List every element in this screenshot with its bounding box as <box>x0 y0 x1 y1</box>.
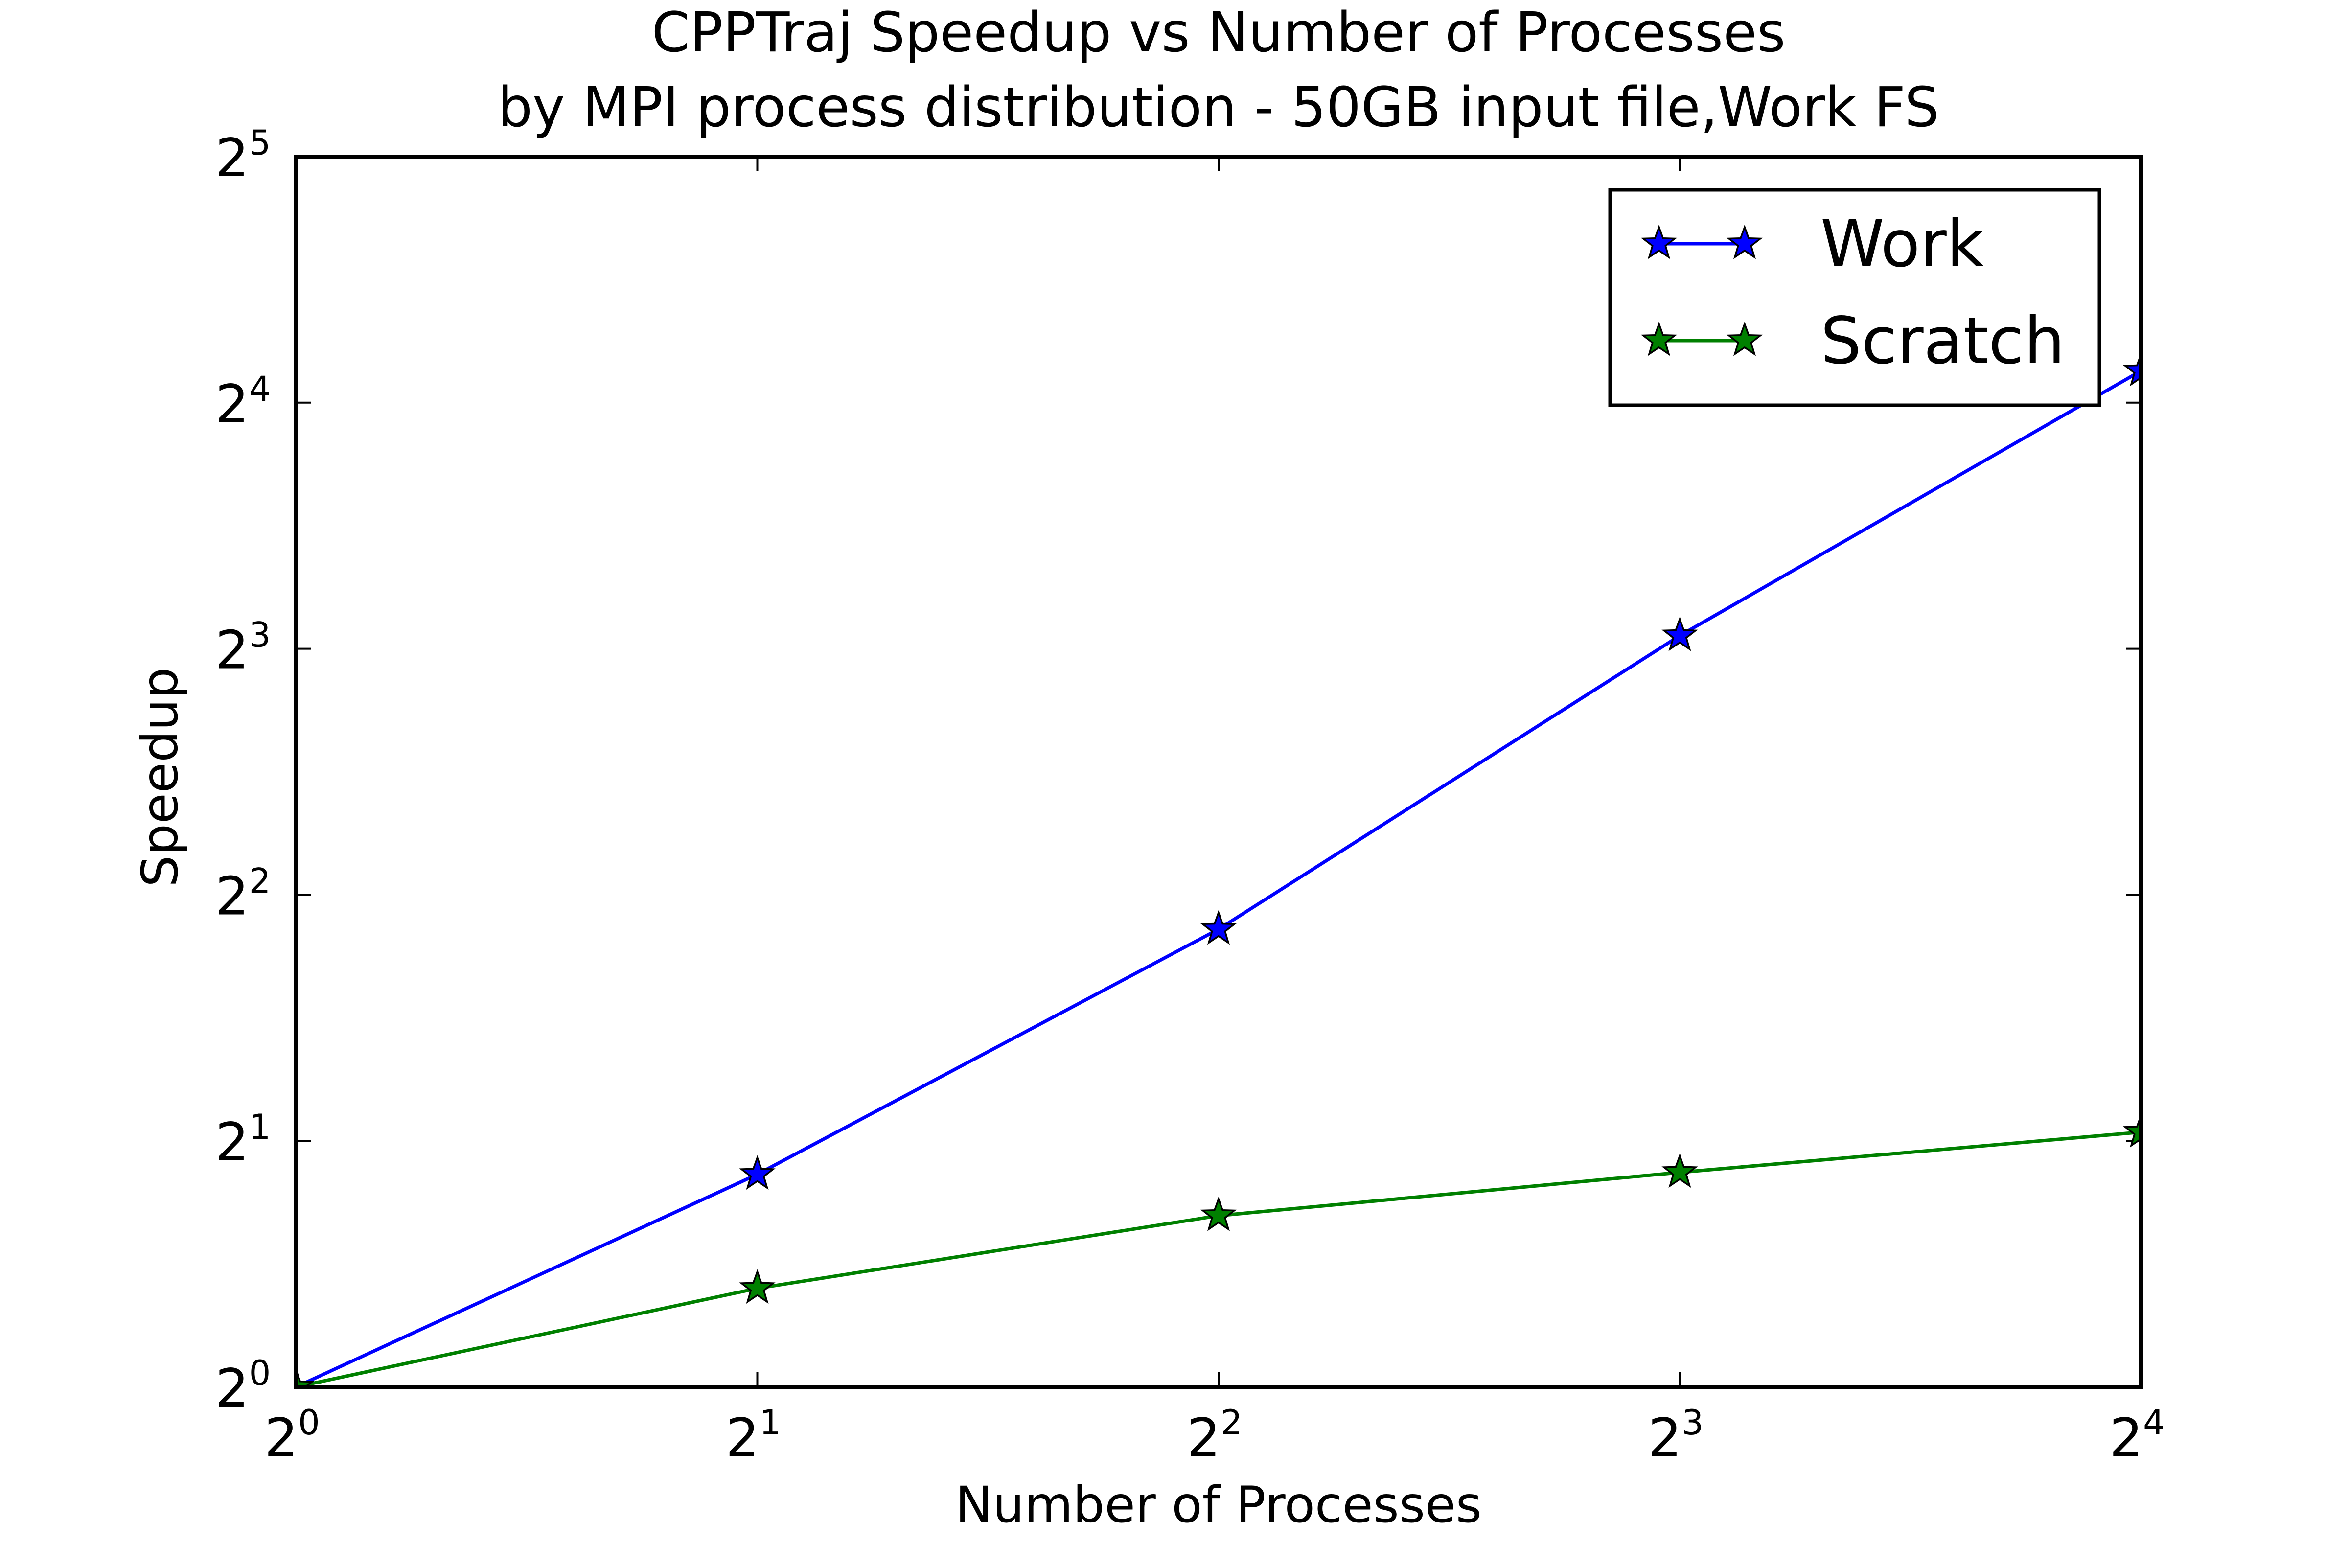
legend-marker-scratch <box>1640 321 1678 356</box>
legend-marker-work <box>1640 224 1678 259</box>
plot-frame <box>294 155 2143 1389</box>
chart-title-line-2: by MPI process distribution - 50GB input… <box>498 76 1939 139</box>
x-tick-label-1: 21 <box>726 1403 781 1469</box>
x-tick-label-2: 22 <box>1187 1403 1242 1469</box>
x-tick-label-0: 20 <box>264 1403 320 1469</box>
data-point-work-4 <box>2122 351 2141 387</box>
y-tick-label-5: 25 <box>215 123 271 189</box>
y-tick-label-3: 23 <box>215 615 271 681</box>
chart-title-line-1: CPPTraj Speedup vs Number of Processes <box>652 1 1786 65</box>
y-tick-label-1: 21 <box>215 1107 271 1173</box>
data-point-work-3 <box>1661 616 1698 651</box>
series-group <box>296 351 2141 1387</box>
x-axis-label: Number of Processes <box>955 1476 1482 1534</box>
data-point-scratch-3 <box>1661 1153 1698 1188</box>
legend-marker-scratch <box>1726 321 1763 356</box>
legend-label-scratch: Scratch <box>1820 303 2065 379</box>
data-point-work-2 <box>1200 910 1237 945</box>
x-tick-label-4: 24 <box>2109 1403 2165 1469</box>
plot-area: 20 21 22 23 24 20 21 22 23 24 25 <box>215 123 2165 1469</box>
data-point-scratch-4 <box>2122 1113 2141 1148</box>
legend-box <box>1608 188 2101 407</box>
data-point-scratch-1 <box>739 1269 776 1304</box>
legend-label-work: Work <box>1820 207 1984 282</box>
y-tick-label-0: 20 <box>215 1353 271 1419</box>
legend: Work Scratch <box>1608 188 2101 407</box>
data-point-scratch-2 <box>1200 1196 1237 1231</box>
y-axis-label: Speedup <box>131 667 189 887</box>
legend-marker-work <box>1726 224 1763 259</box>
x-tick-label-3: 23 <box>1648 1403 1704 1469</box>
y-tick-label-2: 22 <box>215 861 271 927</box>
y-tick-label-4: 24 <box>215 369 271 435</box>
data-point-scratch-0 <box>296 1367 315 1387</box>
data-point-work-1 <box>739 1155 776 1190</box>
